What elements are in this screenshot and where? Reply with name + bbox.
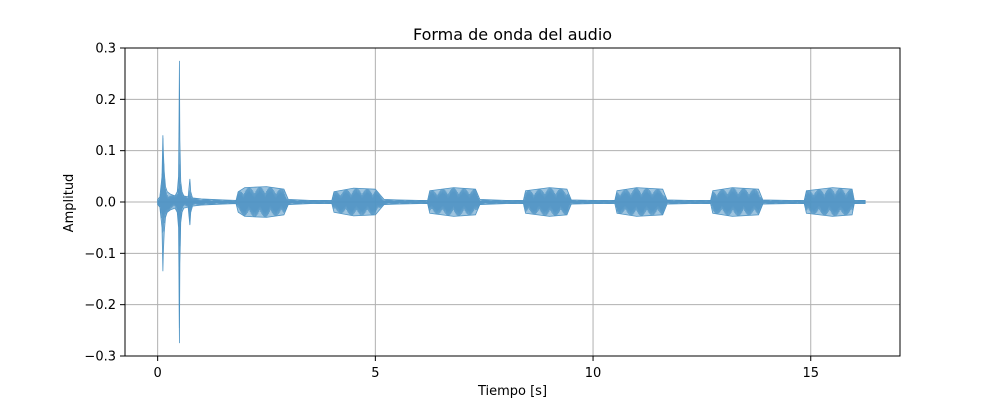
x-axis-label: Tiempo [s] <box>477 384 547 399</box>
ticks: 0 5 10 15 −0.3 −0.2 −0.1 0.0 0.1 0.2 0.3 <box>84 42 819 382</box>
y-tick-label-5: 0.2 <box>95 93 116 108</box>
waveform-line-0 <box>157 138 866 329</box>
y-tick-label-3: 0.0 <box>95 196 116 211</box>
x-tick-label-2: 10 <box>585 366 602 381</box>
y-tick-label-6: 0.3 <box>95 42 116 57</box>
y-axis-label: Amplitud <box>62 174 77 233</box>
series-layer <box>157 60 866 344</box>
y-tick-label-0: −0.3 <box>84 350 116 365</box>
x-tick-label-0: 0 <box>154 366 162 381</box>
x-tick-label-3: 15 <box>802 366 819 381</box>
y-tick-label-4: 0.1 <box>95 144 116 159</box>
y-tick-label-1: −0.2 <box>84 298 116 313</box>
y-tick-label-2: −0.1 <box>84 247 116 262</box>
x-tick-label-1: 5 <box>371 366 379 381</box>
chart-title: Forma de onda del audio <box>413 25 612 44</box>
